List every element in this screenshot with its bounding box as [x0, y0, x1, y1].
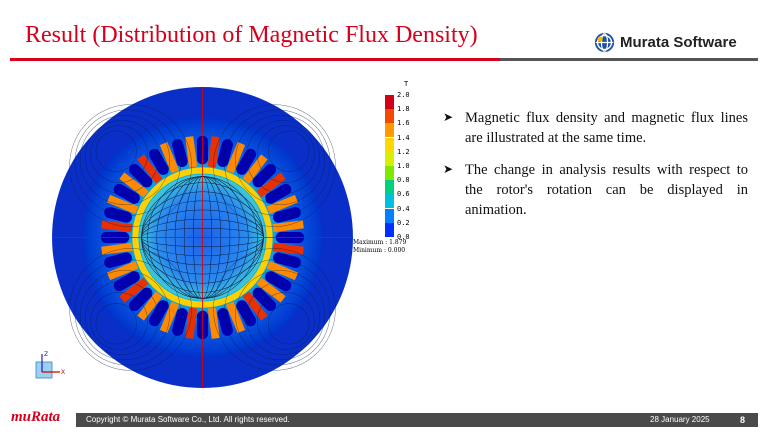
stator-slot	[236, 300, 257, 327]
flux-line	[235, 114, 326, 205]
flux-line	[85, 120, 159, 194]
stator-tooth	[137, 154, 163, 184]
colorbar-swatch	[385, 109, 394, 124]
flux-line	[257, 292, 315, 350]
colorbar-tick-label: 2.0	[397, 91, 410, 99]
flux-line	[95, 130, 137, 172]
colorbar-tick-label: 0.2	[397, 218, 410, 227]
colorbar-tick-label: 0.4	[397, 204, 410, 213]
stator-slot	[113, 183, 140, 204]
stator-slot	[148, 148, 169, 175]
colorbar-tick-label: 1.4	[397, 133, 410, 142]
bullet-list: ➤ Magnetic flux density and magnetic flu…	[443, 108, 748, 232]
flux-line	[246, 120, 320, 194]
axis-x-label: X	[61, 369, 65, 376]
flux-line	[79, 270, 170, 361]
brand-name: Murata Software	[620, 34, 737, 51]
colorbar-swatch	[385, 180, 394, 195]
stator-tooth	[185, 307, 198, 339]
colorbar-tick-label: 1.8	[397, 105, 410, 114]
flux-line	[213, 104, 336, 227]
colorbar-swatch	[385, 137, 394, 152]
stator-tooth	[185, 136, 198, 168]
stator-slot	[113, 271, 140, 292]
stator-tooth	[119, 277, 149, 303]
flux-line	[95, 303, 137, 345]
stator-slot	[128, 163, 153, 188]
flux-line	[257, 125, 315, 183]
stator-tooth	[207, 307, 220, 339]
colorbar-swatch	[385, 194, 394, 209]
stator-slot	[236, 148, 257, 175]
flux-line	[90, 125, 148, 183]
axis-triad-icon: Z X	[35, 351, 65, 379]
colorbar-maximum: Maximum : 1.879	[353, 239, 407, 246]
colorbar-minimum: Minimum : 0.000	[353, 247, 406, 254]
flux-line	[224, 109, 331, 216]
flux-line	[268, 130, 310, 172]
slide-title: Result (Distribution of Magnetic Flux De…	[25, 22, 478, 48]
colorbar-swatch	[385, 123, 394, 138]
stator-tooth	[119, 172, 149, 198]
flux-line	[268, 303, 310, 345]
bullet-item: ➤ Magnetic flux density and magnetic flu…	[443, 108, 748, 148]
copyright-text: Copyright © Murata Software Co., Ltd. Al…	[86, 415, 290, 424]
stator-slot	[265, 183, 292, 204]
stator-tooth	[101, 242, 133, 255]
stator-tooth	[272, 242, 304, 255]
colorbar-tick-label: 0.0	[397, 233, 410, 241]
stator-tooth	[256, 277, 286, 303]
stator-slot	[252, 163, 277, 188]
colorbar-swatch	[385, 95, 394, 109]
footer-bar	[76, 413, 758, 427]
colorbar-tick-label: 0.6	[397, 190, 410, 199]
stator-tooth	[101, 220, 133, 233]
flux-line	[224, 259, 331, 366]
flux-line	[69, 248, 192, 371]
arrow-bullet-icon: ➤	[443, 110, 454, 124]
colorbar-unit: T	[404, 80, 409, 88]
bullet-item: ➤ The change in analysis results with re…	[443, 160, 748, 220]
flux-line	[69, 104, 192, 227]
stator-tooth	[207, 136, 220, 168]
colorbar-swatch	[385, 166, 394, 180]
stator-tooth	[137, 291, 163, 321]
stator-slot	[265, 271, 292, 292]
stator-slot	[128, 287, 153, 312]
colorbar-tick-label: 1.6	[397, 119, 410, 128]
globe-logo-icon	[594, 32, 615, 53]
stator-tooth	[272, 220, 304, 233]
colorbar-swatch	[385, 151, 394, 166]
footer-date: 28 January 2025	[650, 415, 710, 424]
flux-line	[74, 109, 181, 216]
brand-header: Murata Software	[594, 32, 737, 53]
flux-line	[85, 281, 159, 355]
stator-slot	[252, 287, 277, 312]
stator-slot	[148, 300, 169, 327]
title-rule-gray	[500, 58, 758, 61]
footer-brand-logo: muRata	[11, 409, 61, 425]
flux-line	[213, 248, 336, 371]
stator-tooth	[256, 172, 286, 198]
stator-tooth	[242, 291, 268, 321]
colorbar-swatch	[385, 222, 394, 237]
colorbar-tick-label: 1.0	[397, 162, 410, 170]
page-number: 8	[740, 415, 746, 425]
stator-tooth	[242, 154, 268, 184]
colorbar-tick-label: 1.2	[397, 147, 410, 156]
bullet-text: The change in analysis results with resp…	[465, 162, 748, 218]
bullet-text: Magnetic flux density and magnetic flux …	[465, 110, 748, 146]
motor-flux-density-plot	[52, 87, 353, 388]
stator-slots	[100, 135, 305, 340]
title-rule-red	[10, 58, 500, 61]
flux-line	[235, 270, 326, 361]
axis-z-label: Z	[44, 351, 48, 358]
flux-line	[246, 281, 320, 355]
colorbar-tick-label: 0.8	[397, 176, 410, 185]
arrow-bullet-icon: ➤	[443, 162, 454, 176]
flux-line	[79, 114, 170, 205]
flux-line	[74, 259, 181, 366]
flux-line	[90, 292, 148, 350]
colorbar-swatch	[385, 208, 394, 223]
